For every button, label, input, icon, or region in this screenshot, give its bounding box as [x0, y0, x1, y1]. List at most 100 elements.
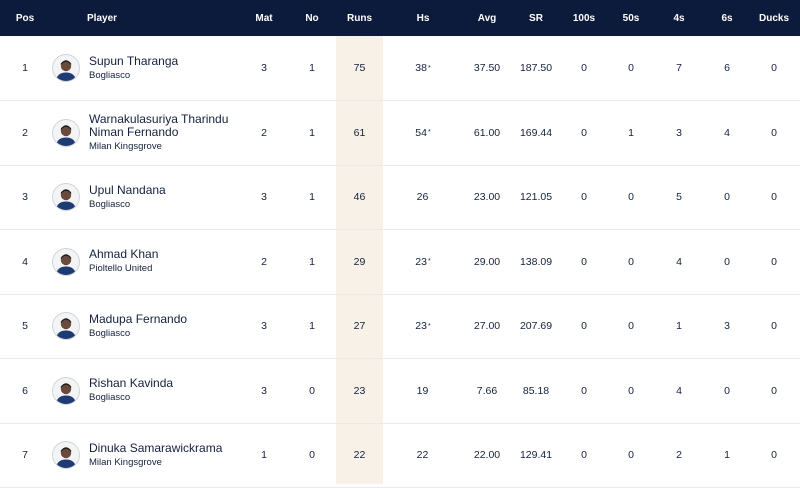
player-name[interactable]: Supun Tharanga [89, 53, 179, 68]
player-avatar-icon [52, 183, 80, 211]
player-name[interactable]: Warnakulasuriya Tharindu Niman Fernando [89, 111, 229, 139]
runs-cell: 27 [353, 320, 366, 332]
player-team: Milan Kingsgrove [89, 140, 162, 152]
strike-rate-cell: 187.50 [519, 62, 553, 74]
table-row[interactable]: 3 Upul Nandana Bogliasco 3 1 46 26 23.00 121.05 0… [0, 165, 800, 230]
table-row[interactable]: 2 Warnakulasuriya Tharindu Niman Fernando… [0, 101, 800, 166]
position-cell: 6 [22, 384, 28, 397]
strike-rate-cell: 129.41 [519, 449, 553, 461]
not-outs-cell: 1 [309, 62, 315, 74]
table-row[interactable]: 1 Supun Tharanga Bogliasco 3 1 75 38 * 37.50 187.… [0, 36, 800, 101]
runs-cell: 46 [353, 191, 366, 203]
sixes-cell: 1 [724, 449, 730, 461]
position-cell: 1 [22, 62, 28, 74]
player-name[interactable]: Upul Nandana [89, 182, 166, 197]
average-cell: 37.50 [473, 62, 501, 74]
header-6s[interactable]: 6s [721, 12, 733, 24]
strike-rate-cell: 85.18 [522, 384, 550, 397]
sixes-cell: 0 [724, 191, 730, 203]
player-cell[interactable]: Madupa Fernando Bogliasco [50, 294, 245, 358]
runs-cell: 22 [353, 449, 366, 461]
header-sr[interactable]: SR [529, 12, 543, 24]
header-runs[interactable]: Runs [347, 12, 372, 24]
sixes-cell: 0 [724, 255, 730, 268]
average-cell: 27.00 [473, 320, 501, 332]
position-cell: 3 [22, 191, 28, 203]
header-100s[interactable]: 100s [572, 12, 596, 24]
player-name[interactable]: Dinuka Samarawickrama [89, 440, 223, 455]
player-name[interactable]: Madupa Fernando [89, 311, 188, 326]
player-cell[interactable]: Warnakulasuriya Tharindu Niman Fernando M… [50, 101, 245, 165]
average-cell: 23.00 [473, 191, 501, 203]
sixes-cell: 4 [724, 126, 730, 139]
high-score-cell: 22 [383, 423, 463, 487]
high-score-cell: 38 * [383, 36, 463, 100]
matches-cell: 2 [261, 255, 267, 268]
fifties-cell: 0 [628, 449, 634, 461]
header-50s[interactable]: 50s [622, 12, 640, 24]
hundreds-cell: 0 [581, 320, 587, 332]
hundreds-cell: 0 [581, 449, 587, 461]
player-cell[interactable]: Supun Tharanga Bogliasco [50, 36, 245, 100]
player-cell[interactable]: Ahmad Khan Pioltello United [50, 230, 245, 294]
player-avatar-icon [52, 247, 80, 276]
matches-cell: 3 [261, 320, 267, 332]
player-name[interactable]: Rishan Kavinda [89, 376, 174, 390]
matches-cell: 3 [261, 191, 267, 203]
strike-rate-cell: 169.44 [519, 126, 553, 139]
not-outs-cell: 0 [309, 449, 315, 461]
table-row[interactable]: 4 Ahmad Khan Pioltello United 2 1 29 23 * 29.00 1… [0, 230, 800, 295]
matches-cell: 3 [261, 62, 267, 74]
position-cell: 5 [22, 320, 28, 332]
position-cell: 4 [22, 255, 28, 268]
fifties-cell: 0 [628, 62, 634, 74]
header-pos[interactable]: Pos [15, 12, 35, 24]
table-row[interactable]: 5 Madupa Fernando Bogliasco 3 1 27 23 * 27.00 207… [0, 294, 800, 359]
header-hs[interactable]: Hs [416, 12, 430, 24]
high-score-value: 38 [415, 62, 427, 74]
ducks-cell: 0 [771, 320, 777, 332]
header-4s[interactable]: 4s [673, 12, 685, 24]
hundreds-cell: 0 [581, 62, 587, 74]
ducks-cell: 0 [771, 255, 777, 268]
header-ducks[interactable]: Ducks [758, 12, 789, 24]
player-team: Bogliasco [89, 69, 131, 81]
header-no[interactable]: No [305, 12, 319, 24]
strike-rate-cell: 121.05 [519, 191, 553, 203]
fours-cell: 7 [676, 62, 682, 74]
header-mat[interactable]: Mat [255, 12, 273, 24]
ducks-cell: 0 [771, 449, 777, 461]
average-cell: 7.66 [476, 384, 498, 397]
header-avg[interactable]: Avg [477, 12, 497, 24]
header-player[interactable]: Player [87, 12, 118, 24]
table-header: Pos Player Mat No Runs Hs Avg SR 100s 50… [0, 0, 800, 36]
player-cell[interactable]: Dinuka Samarawickrama Milan Kingsgrove [50, 423, 245, 487]
high-score-cell: 23 * [383, 230, 463, 294]
hundreds-cell: 0 [581, 126, 587, 139]
matches-cell: 1 [261, 449, 267, 461]
player-avatar-icon [52, 54, 80, 82]
fifties-cell: 0 [628, 384, 634, 397]
not-out-marker: * [427, 258, 431, 265]
table-row[interactable]: 6 Rishan Kavinda Bogliasco 3 0 23 19 7.66 85.18 0… [0, 359, 800, 424]
player-cell[interactable]: Rishan Kavinda Bogliasco [50, 359, 245, 423]
sixes-cell: 0 [724, 384, 730, 397]
not-outs-cell: 1 [309, 255, 315, 268]
player-avatar-icon [52, 441, 80, 469]
player-team: Bogliasco [89, 392, 131, 403]
player-avatar-icon [52, 118, 80, 147]
fifties-cell: 0 [628, 320, 634, 332]
matches-cell: 2 [261, 126, 267, 139]
player-team: Bogliasco [89, 198, 131, 210]
player-cell[interactable]: Upul Nandana Bogliasco [50, 165, 245, 229]
high-score-value: 19 [416, 384, 429, 397]
player-team: Pioltello United [89, 263, 153, 274]
fours-cell: 4 [676, 255, 682, 268]
fours-cell: 5 [676, 191, 682, 203]
runs-cell: 75 [353, 62, 366, 74]
player-name[interactable]: Ahmad Khan [89, 247, 159, 261]
table-row[interactable]: 7 Dinuka Samarawickrama Milan Kingsgrove 1 0… [0, 423, 800, 488]
player-team: Milan Kingsgrove [89, 456, 162, 468]
not-out-marker: * [427, 322, 431, 330]
runs-cell: 61 [353, 126, 366, 139]
